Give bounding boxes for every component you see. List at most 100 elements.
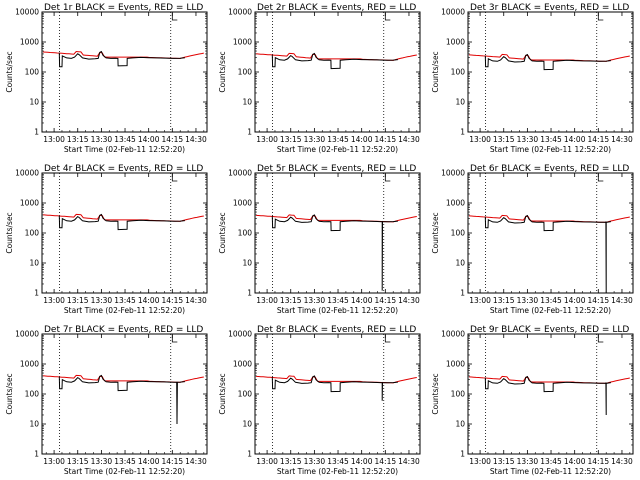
x-tick-label: 14:00: [564, 457, 586, 466]
x-tick-label: 13:45: [114, 457, 136, 466]
y-tick-label: 10000: [441, 8, 465, 17]
x-tick-label: 14:30: [611, 296, 633, 305]
panel-title: Det 7r BLACK = Events, RED = LLD: [44, 325, 203, 335]
x-tick-label: 14:30: [611, 135, 633, 144]
panel-title: Det 4r BLACK = Events, RED = LLD: [44, 164, 203, 174]
attenuator-marker: [597, 335, 604, 343]
x-tick-label: 13:30: [517, 135, 539, 144]
y-axis-label: Counts/sec: [5, 51, 14, 92]
y-tick-label: 100: [451, 68, 466, 77]
y-tick-label: 1: [460, 128, 465, 137]
events-series-line: [58, 374, 185, 425]
panel-det-3: Det 3r BLACK = Events, RED = LLD 1 10 100 10…: [431, 3, 634, 154]
lld-series-line: [469, 375, 630, 384]
panel-title: Det 8r BLACK = Events, RED = LLD: [257, 325, 416, 335]
x-tick-label: 13:15: [280, 457, 302, 466]
y-tick-label: 10: [242, 420, 252, 429]
x-tick-label: 13:15: [280, 135, 302, 144]
x-tick-label: 13:45: [114, 296, 136, 305]
x-tick-label: 13:45: [540, 457, 562, 466]
y-tick-label: 10000: [228, 330, 252, 339]
x-tick-label: 13:30: [304, 135, 326, 144]
x-tick-label: 13:30: [517, 457, 539, 466]
y-tick-label: 100: [25, 390, 40, 399]
y-tick-label: 1: [247, 450, 252, 459]
attenuator-marker: [171, 174, 178, 182]
attenuator-marker: [597, 174, 604, 182]
y-tick-label: 1: [247, 289, 252, 298]
x-tick-label: 13:30: [91, 457, 113, 466]
y-tick-label: 10: [455, 98, 465, 107]
events-series-line: [58, 213, 185, 231]
x-axis-label: Start Time (02-Feb-11 12:52:20): [64, 306, 185, 315]
y-tick-label: 100: [238, 229, 253, 238]
x-tick-label: 13:00: [43, 135, 65, 144]
plot-frame: [41, 11, 208, 133]
x-tick-label: 14:15: [162, 296, 184, 305]
plot-frame: [467, 11, 634, 133]
plot-frame: [467, 333, 634, 455]
x-tick-label: 14:00: [138, 457, 160, 466]
y-tick-label: 10: [455, 259, 465, 268]
x-axis-label: Start Time (02-Feb-11 12:52:20): [277, 306, 398, 315]
x-axis-label: Start Time (02-Feb-11 12:52:20): [277, 145, 398, 154]
x-tick-label: 14:15: [162, 457, 184, 466]
x-tick-label: 14:30: [185, 135, 207, 144]
y-tick-label: 100: [25, 229, 40, 238]
x-tick-label: 14:15: [162, 135, 184, 144]
attenuator-marker: [171, 335, 178, 343]
y-tick-label: 1: [247, 128, 252, 137]
x-tick-label: 14:15: [588, 457, 610, 466]
x-tick-label: 14:00: [564, 296, 586, 305]
events-series-line: [271, 52, 398, 70]
events-series-line: [484, 53, 611, 71]
x-tick-label: 13:00: [256, 457, 278, 466]
y-tick-label: 10000: [15, 169, 39, 178]
y-axis-label: Counts/sec: [218, 212, 227, 253]
x-tick-label: 14:00: [351, 296, 373, 305]
y-tick-label: 100: [238, 390, 253, 399]
y-tick-label: 10: [242, 98, 252, 107]
panel-title: Det 3r BLACK = Events, RED = LLD: [470, 3, 629, 13]
x-tick-label: 13:45: [114, 135, 136, 144]
lld-series-line: [469, 214, 630, 223]
panel-det-9: Det 9r BLACK = Events, RED = LLD 1 10 100 10…: [431, 325, 634, 476]
x-axis-label: Start Time (02-Feb-11 12:52:20): [277, 467, 398, 476]
y-tick-label: 1: [460, 450, 465, 459]
x-tick-label: 13:00: [256, 135, 278, 144]
y-tick-label: 10: [242, 259, 252, 268]
panel-title: Det 5r BLACK = Events, RED = LLD: [257, 164, 416, 174]
y-tick-label: 100: [25, 68, 40, 77]
x-tick-label: 13:00: [43, 457, 65, 466]
x-tick-label: 13:30: [304, 457, 326, 466]
y-axis-label: Counts/sec: [431, 212, 440, 253]
y-tick-label: 10000: [228, 169, 252, 178]
x-tick-label: 14:15: [588, 135, 610, 144]
y-tick-label: 1000: [233, 38, 252, 47]
plot-frame: [254, 333, 421, 455]
x-tick-label: 13:45: [540, 296, 562, 305]
x-tick-label: 14:00: [564, 135, 586, 144]
x-tick-label: 13:45: [540, 135, 562, 144]
panel-title: Det 2r BLACK = Events, RED = LLD: [257, 3, 416, 13]
y-tick-label: 10000: [15, 8, 39, 17]
y-tick-label: 10000: [441, 330, 465, 339]
x-axis-label: Start Time (02-Feb-11 12:52:20): [490, 145, 611, 154]
x-tick-label: 13:00: [256, 296, 278, 305]
events-series-line: [58, 50, 185, 68]
events-series-line: [271, 375, 398, 401]
y-tick-label: 1000: [233, 199, 252, 208]
x-tick-label: 13:30: [91, 296, 113, 305]
panel-title: Det 1r BLACK = Events, RED = LLD: [44, 3, 203, 13]
y-tick-label: 1000: [446, 199, 465, 208]
events-series-line: [484, 214, 611, 294]
x-tick-label: 13:00: [469, 135, 491, 144]
x-tick-label: 13:15: [280, 296, 302, 305]
y-tick-label: 10: [29, 259, 39, 268]
lld-series-line: [43, 50, 204, 60]
lld-series-line: [469, 53, 630, 62]
y-tick-label: 1000: [20, 199, 39, 208]
x-tick-label: 13:30: [304, 296, 326, 305]
y-tick-label: 1000: [20, 38, 39, 47]
y-tick-label: 100: [451, 390, 466, 399]
